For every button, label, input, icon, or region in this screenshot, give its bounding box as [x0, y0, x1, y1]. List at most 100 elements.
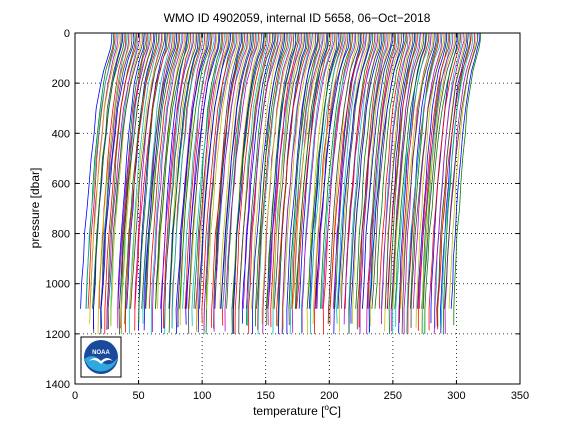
- x-axis-label-main: temperature [: [253, 404, 325, 418]
- profile-line: [334, 33, 363, 309]
- profile-line: [422, 33, 452, 334]
- profile-line: [327, 33, 360, 324]
- profile-line: [179, 33, 212, 309]
- profile-line: [289, 33, 323, 334]
- y-tick-label: 1200: [46, 329, 70, 341]
- profile-line: [213, 33, 241, 309]
- profile-line: [436, 33, 468, 327]
- profile-line: [145, 33, 179, 309]
- profile-line: [390, 33, 421, 332]
- profile-line: [124, 33, 158, 325]
- profile-line: [368, 33, 398, 334]
- profile-line: [273, 33, 306, 309]
- profile-line: [188, 33, 219, 334]
- profile-line: [196, 33, 228, 332]
- profile-line: [270, 33, 300, 328]
- profile-line: [171, 33, 204, 329]
- profile-line: [245, 33, 276, 326]
- x-axis-label-sup: o: [324, 403, 329, 412]
- profile-line: [110, 33, 139, 326]
- profile-line: [250, 33, 283, 309]
- profile-line: [129, 33, 164, 309]
- profile-line: [267, 33, 297, 309]
- profile-line: [80, 33, 113, 309]
- profile-line: [104, 33, 137, 334]
- y-tick-label: 1000: [46, 279, 70, 291]
- x-tick-label: 300: [447, 390, 465, 402]
- profile-line: [125, 33, 159, 333]
- profile-line: [440, 33, 474, 329]
- profile-line: [257, 33, 289, 330]
- profile-line: [179, 33, 207, 326]
- profile-line: [219, 33, 250, 309]
- profile-line: [320, 33, 355, 309]
- profile-line: [395, 33, 431, 327]
- profile-line: [100, 33, 133, 334]
- profile-line: [350, 33, 383, 324]
- profile-line: [160, 33, 195, 309]
- profile-line: [308, 33, 340, 309]
- profile-line: [233, 33, 264, 334]
- profile-line: [306, 33, 341, 309]
- axis-ticks: [74, 32, 521, 385]
- profile-line: [348, 33, 377, 334]
- profile-line: [286, 33, 318, 334]
- profile-line: [255, 33, 287, 327]
- profile-line: [348, 33, 381, 334]
- profile-line: [368, 33, 405, 333]
- profile-line: [380, 33, 411, 325]
- profile-line: [417, 33, 448, 309]
- profile-line: [119, 33, 147, 309]
- profile-line: [400, 33, 434, 309]
- profile-line: [130, 33, 165, 309]
- profile-line: [257, 33, 291, 334]
- chart-title: WMO ID 4902059, internal ID 5658, 06−Oct…: [164, 11, 431, 25]
- profile-line: [87, 33, 116, 309]
- profile-line: [265, 33, 298, 326]
- profile-line: [120, 33, 150, 334]
- profile-line: [155, 33, 190, 309]
- profile-line: [97, 33, 131, 334]
- x-tick-label: 100: [193, 390, 211, 402]
- profile-line: [203, 33, 238, 332]
- profile-line: [100, 33, 135, 329]
- profile-line: [407, 33, 437, 309]
- x-tick-labels: 0 50 100 150 200 250 300 350: [72, 390, 529, 402]
- profile-line: [266, 33, 295, 309]
- profile-line: [424, 33, 460, 334]
- profile-line: [175, 33, 210, 334]
- profile-line: [163, 33, 191, 329]
- profile-line: [288, 33, 319, 309]
- y-tick-labels: 0 200 400 600 800 1000 1200 1400: [46, 28, 70, 391]
- profile-line: [206, 33, 239, 309]
- profile-line: [168, 33, 201, 333]
- profile-line: [282, 33, 315, 330]
- profile-line: [281, 33, 313, 334]
- profile-line: [292, 33, 326, 309]
- profile-series: [80, 33, 481, 334]
- profile-line: [138, 33, 168, 324]
- profile-line: [245, 33, 281, 309]
- profile-line: [89, 33, 121, 324]
- profile-line: [401, 33, 435, 334]
- y-tick-label: 800: [52, 229, 70, 241]
- profile-line: [110, 33, 142, 327]
- profile-line: [231, 33, 265, 334]
- x-tick-label: 150: [257, 390, 275, 402]
- profile-line: [437, 33, 472, 330]
- profile-line: [358, 33, 386, 328]
- profile-line: [120, 33, 148, 329]
- profile-line: [222, 33, 256, 326]
- profile-line: [423, 33, 457, 309]
- y-tick-label: 600: [52, 178, 70, 190]
- profile-line: [256, 33, 284, 309]
- profile-line: [155, 33, 187, 309]
- logo-text: NOAA: [92, 350, 110, 356]
- profile-line: [185, 33, 221, 325]
- x-tick-label: 200: [320, 390, 338, 402]
- profile-line: [433, 33, 465, 334]
- profile-line: [453, 33, 481, 326]
- profile-line: [267, 33, 303, 326]
- profile-line: [322, 33, 357, 309]
